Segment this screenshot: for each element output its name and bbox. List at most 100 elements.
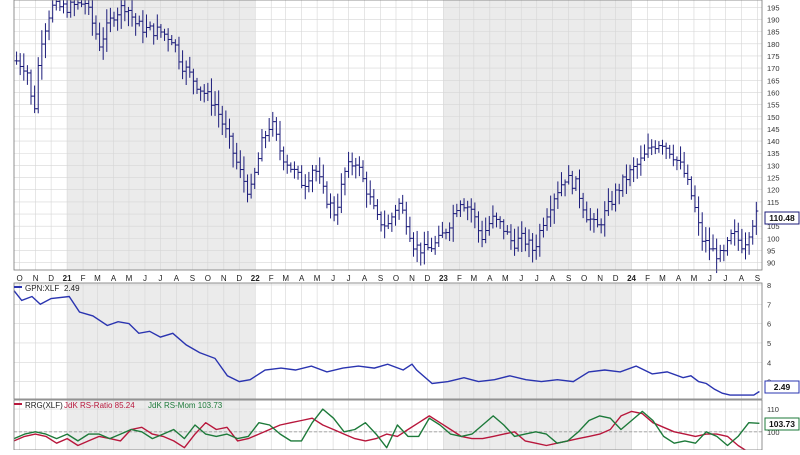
x-tick-label: M (502, 274, 509, 283)
price-bar (321, 164, 326, 194)
price-bar (682, 151, 687, 178)
price-bar (29, 69, 34, 105)
price-bar (328, 193, 333, 219)
x-tick-label: F (457, 274, 462, 283)
price-bar (317, 157, 322, 184)
x-tick-label: S (190, 274, 195, 283)
x-tick-label: A (299, 274, 305, 283)
x-tick-label: 24 (627, 274, 636, 283)
price-bar (635, 158, 640, 179)
price-y-tick: 135 (767, 149, 780, 158)
price-bar (386, 214, 391, 230)
price-bar (729, 229, 734, 245)
price-y-tick: 160 (767, 88, 780, 97)
price-bar (425, 230, 430, 251)
price-bar (692, 185, 697, 213)
price-bar (324, 181, 329, 209)
ratio-legend: GPN:XLF 2.49 (14, 284, 80, 293)
ratio-last-badge: 2.49 (764, 380, 800, 394)
x-tick-label: A (739, 274, 745, 283)
x-tick-label: M (470, 274, 477, 283)
price-bar (689, 176, 694, 200)
price-bar (389, 212, 394, 232)
price-last-value: 110.48 (769, 213, 795, 223)
price-bar (350, 152, 355, 176)
shaded-band (443, 400, 632, 450)
x-tick-label: F (81, 274, 86, 283)
price-y-tick: 145 (767, 125, 780, 134)
axis-labels: 90 95 100 105 110 115 120 125 130 135 140 145 150 155… (17, 3, 780, 437)
price-bar (18, 53, 23, 76)
x-tick-label: A (676, 274, 682, 283)
x-tick-label: M (659, 274, 666, 283)
x-tick-label: J (347, 274, 351, 283)
price-bar (653, 140, 658, 155)
ratio-y-tick: 7 (767, 300, 771, 309)
price-bar (631, 157, 636, 183)
x-tick-label: N (33, 274, 39, 283)
price-y-tick: 165 (767, 76, 780, 85)
price-bar (382, 210, 387, 239)
ratio-y-tick: 4 (767, 358, 771, 367)
price-bar (346, 151, 351, 178)
price-bar (288, 162, 293, 173)
price-bar (353, 157, 358, 179)
x-tick-label: O (581, 274, 587, 283)
price-bar (303, 174, 308, 200)
price-bar (400, 194, 405, 214)
price-last-badge: 110.48 (764, 211, 800, 225)
price-bar (371, 189, 376, 210)
shaded-band (443, 0, 632, 270)
x-tick-label: O (17, 274, 23, 283)
price-bar (375, 199, 380, 220)
rrg-legend: RRG(XLF) JdK RS-Ratio 85.24 JdK RS-Mom 1… (14, 401, 223, 410)
price-bar (306, 171, 311, 193)
x-tick-label: 23 (439, 274, 448, 283)
price-bar (660, 139, 665, 155)
x-tick-label: F (269, 274, 274, 283)
price-bar (292, 161, 297, 179)
price-bar (357, 156, 362, 177)
rrg-lines (13, 408, 760, 455)
price-bar (267, 118, 272, 142)
price-bar (656, 141, 661, 153)
price-bar (263, 130, 268, 149)
price-bar (57, 0, 62, 12)
price-bar (259, 129, 264, 162)
price-bar (335, 193, 340, 225)
x-tick-label: M (126, 274, 133, 283)
rrg-last-badge: 103.73 (764, 417, 800, 431)
ratio-line (13, 290, 760, 396)
price-bar (339, 173, 344, 214)
price-y-tick: 190 (767, 15, 780, 24)
price-y-tick: 170 (767, 64, 780, 73)
x-tick-label: J (519, 274, 523, 283)
x-tick-label: M (282, 274, 289, 283)
x-tick-label: O (393, 274, 399, 283)
price-bar (667, 144, 672, 159)
ratio-y-tick: 6 (767, 320, 771, 329)
price-bar (379, 211, 384, 232)
price-bar (299, 165, 304, 189)
price-y-tick: 155 (767, 101, 780, 110)
price-bar (281, 146, 286, 171)
price-bar (747, 232, 752, 255)
price-y-tick: 175 (767, 52, 780, 61)
price-bar (714, 238, 719, 274)
price-y-tick: 125 (767, 174, 780, 183)
price-y-tick: 100 (767, 234, 780, 243)
price-bar (638, 145, 643, 176)
price-bar (725, 236, 730, 256)
price-bar (14, 51, 19, 65)
price-y-tick: 120 (767, 186, 780, 195)
x-tick-label: S (378, 274, 383, 283)
x-tick-label: F (645, 274, 650, 283)
price-bar (711, 234, 716, 252)
price-bar (700, 212, 705, 251)
price-bar (332, 196, 337, 222)
price-y-tick: 180 (767, 40, 780, 49)
rrg-legend-momentum: JdK RS-Mom 103.73 (148, 401, 223, 410)
x-tick-label: A (487, 274, 493, 283)
x-tick-label: J (535, 274, 539, 283)
